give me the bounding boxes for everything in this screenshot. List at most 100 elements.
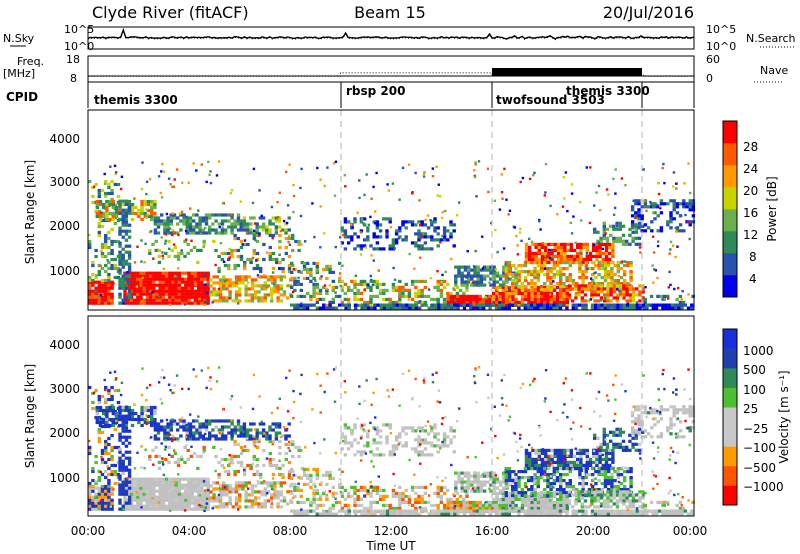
power-cell bbox=[254, 239, 257, 242]
velocity-cell bbox=[560, 451, 564, 455]
velocity-cell bbox=[446, 488, 450, 492]
power-cell bbox=[196, 286, 201, 290]
power-cell bbox=[473, 283, 477, 287]
velocity-cell bbox=[287, 472, 292, 477]
velocity-cell bbox=[268, 460, 272, 465]
cpid-mode-4: themis 3300 bbox=[566, 84, 650, 98]
velocity-cell bbox=[501, 500, 505, 504]
power-cell bbox=[105, 202, 109, 207]
velocity-cell bbox=[563, 463, 567, 467]
velocity-cell bbox=[531, 463, 535, 467]
power-cell bbox=[334, 294, 339, 298]
power-cell bbox=[492, 291, 496, 295]
power-cell bbox=[241, 275, 245, 279]
power-cell bbox=[97, 230, 101, 235]
velocity-cell bbox=[108, 405, 112, 410]
power-cell bbox=[527, 288, 531, 292]
velocity-cell bbox=[452, 500, 457, 504]
power-cell bbox=[603, 276, 608, 280]
velocity-cell bbox=[466, 474, 471, 478]
velocity-cell bbox=[454, 480, 458, 484]
power-cell bbox=[160, 236, 163, 239]
power-cell bbox=[540, 260, 545, 264]
velocity-cell bbox=[239, 445, 244, 450]
power-cell bbox=[653, 268, 656, 271]
power-cell bbox=[388, 247, 392, 251]
velocity-cell bbox=[174, 504, 178, 508]
velocity-cell bbox=[127, 411, 132, 415]
velocity-cell bbox=[239, 460, 244, 465]
power-cell bbox=[546, 303, 550, 307]
power-cell bbox=[312, 285, 316, 289]
power-cell bbox=[146, 202, 151, 207]
power-cell bbox=[95, 202, 99, 207]
velocity-cell bbox=[142, 498, 146, 502]
velocity-cell bbox=[340, 447, 344, 451]
power-cell bbox=[171, 271, 175, 275]
velocity-cell bbox=[192, 451, 197, 455]
velocity-cell bbox=[331, 506, 335, 510]
power-cell bbox=[674, 255, 677, 259]
power-cell bbox=[282, 219, 286, 223]
power-cell bbox=[204, 219, 209, 223]
power-cell bbox=[468, 297, 473, 301]
power-cell bbox=[385, 229, 389, 233]
velocity-cell bbox=[449, 438, 453, 442]
power-cell bbox=[97, 224, 101, 229]
power-cell bbox=[152, 295, 156, 299]
power-cell bbox=[343, 297, 348, 301]
power-cell bbox=[157, 175, 161, 178]
power-cell bbox=[533, 297, 537, 301]
power-cell bbox=[186, 251, 190, 255]
power-cell bbox=[571, 303, 575, 307]
power-cell bbox=[148, 280, 153, 284]
velocity-cell bbox=[157, 454, 162, 458]
power-cell bbox=[182, 219, 186, 223]
power-cell bbox=[391, 244, 396, 248]
velocity-cell bbox=[104, 495, 108, 499]
power-cell bbox=[206, 298, 210, 302]
power-cell bbox=[88, 289, 92, 293]
power-cell bbox=[94, 301, 98, 305]
velocity-cell bbox=[242, 425, 247, 429]
power-cell bbox=[171, 274, 175, 278]
velocity-cell bbox=[249, 463, 253, 468]
power-cell bbox=[177, 233, 180, 237]
power-cell bbox=[174, 298, 178, 302]
velocity-cell bbox=[177, 507, 182, 511]
power-cell bbox=[638, 303, 643, 307]
velocity-cell bbox=[569, 454, 573, 458]
power-cell bbox=[502, 271, 506, 275]
velocity-cell bbox=[100, 424, 105, 429]
velocity-cell bbox=[398, 500, 402, 504]
velocity-cell bbox=[489, 489, 493, 493]
power-cell bbox=[446, 297, 450, 301]
power-cell bbox=[118, 301, 122, 305]
beam-title: Beam 15 bbox=[354, 3, 426, 22]
power-cell bbox=[466, 280, 471, 284]
power-cell bbox=[88, 286, 92, 290]
velocity-cell bbox=[168, 489, 172, 493]
power-cell bbox=[353, 279, 357, 283]
power-cell bbox=[435, 165, 438, 168]
power-cell bbox=[171, 295, 175, 299]
power-cell bbox=[292, 210, 295, 214]
power-cell bbox=[318, 306, 323, 310]
velocity-cell bbox=[315, 491, 319, 495]
velocity-cell bbox=[166, 422, 170, 426]
power-cell bbox=[559, 294, 563, 298]
power-cell bbox=[151, 291, 154, 294]
velocity-cell bbox=[198, 434, 202, 438]
power-cbar-tick-24: 24 bbox=[743, 162, 758, 176]
velocity-cell bbox=[394, 494, 399, 498]
power-cell bbox=[161, 283, 166, 287]
power-cell bbox=[250, 281, 255, 285]
velocity-cell bbox=[476, 480, 480, 484]
power-cell bbox=[584, 303, 588, 307]
velocity-cell bbox=[236, 454, 240, 459]
velocity-cell bbox=[488, 506, 492, 510]
power-cell bbox=[121, 265, 125, 269]
velocity-cell bbox=[148, 480, 153, 484]
velocity-cell bbox=[148, 492, 153, 496]
power-cell bbox=[631, 236, 635, 240]
